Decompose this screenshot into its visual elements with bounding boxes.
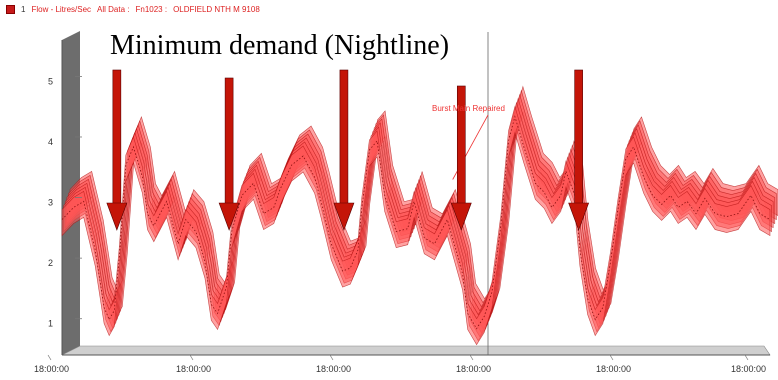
flow-area-series bbox=[61, 85, 778, 346]
x-tick-mark bbox=[47, 354, 52, 361]
chart-headline: Minimum demand (Nightline) bbox=[110, 30, 450, 61]
down-arrow-head-icon bbox=[333, 202, 355, 231]
down-arrow-icon bbox=[574, 69, 583, 205]
x-tick-label: 18:00:00 bbox=[456, 364, 491, 374]
nightline-arrows bbox=[106, 69, 590, 231]
x-tick-mark bbox=[744, 354, 749, 361]
plot-frame bbox=[61, 31, 771, 356]
x-tick-label: 18:00:00 bbox=[176, 364, 211, 374]
down-arrow-head-icon bbox=[450, 202, 472, 231]
x-tick-mark bbox=[609, 354, 614, 361]
legend-series-number: 1 bbox=[21, 4, 26, 14]
x-tick-label: 18:00:00 bbox=[596, 364, 631, 374]
down-arrow-head-icon bbox=[568, 202, 590, 231]
series-swatch-icon bbox=[6, 4, 15, 14]
y-tick-label: 1 bbox=[48, 319, 53, 329]
x-tick-mark bbox=[329, 354, 334, 361]
flow-area-band bbox=[61, 105, 771, 346]
y-tick-label: 5 bbox=[48, 76, 53, 86]
y-axis-ticks: 1 2 3 4 5 bbox=[48, 76, 82, 329]
x-tick-mark bbox=[469, 354, 474, 361]
y-tick-label: 3 bbox=[48, 198, 53, 208]
x-tick-label: 18:00:00 bbox=[316, 364, 351, 374]
down-arrow-icon bbox=[112, 69, 122, 205]
down-arrow-icon bbox=[339, 69, 349, 205]
chart-legend: 1 Flow - Litres/Sec All Data : Fn1023 : … bbox=[6, 2, 260, 16]
legend-site-name: OLDFIELD NTH M 9108 bbox=[173, 4, 260, 14]
y-tick-label: 2 bbox=[48, 258, 53, 268]
legend-series-label: Flow - Litres/Sec bbox=[31, 4, 92, 14]
x-tick-label: 18:00:00 bbox=[731, 364, 766, 374]
down-arrow-head-icon bbox=[218, 202, 240, 231]
legend-meter-id: Fn1023 : bbox=[135, 4, 168, 14]
x-tick-label: 18:00:00 bbox=[34, 364, 69, 374]
x-tick-mark bbox=[189, 354, 194, 361]
down-arrow-icon bbox=[224, 77, 234, 205]
burst-main-annotation: Burst Main Repaired bbox=[432, 104, 505, 113]
legend-data-range: All Data : bbox=[97, 4, 130, 14]
y-tick-label: 4 bbox=[48, 137, 53, 147]
x-axis-ticks: 18:00:00 18:00:00 18:00:00 18:00:00 18:00:00… bbox=[34, 354, 766, 374]
floor-panel bbox=[61, 345, 771, 356]
down-arrow-head-icon bbox=[106, 202, 128, 231]
